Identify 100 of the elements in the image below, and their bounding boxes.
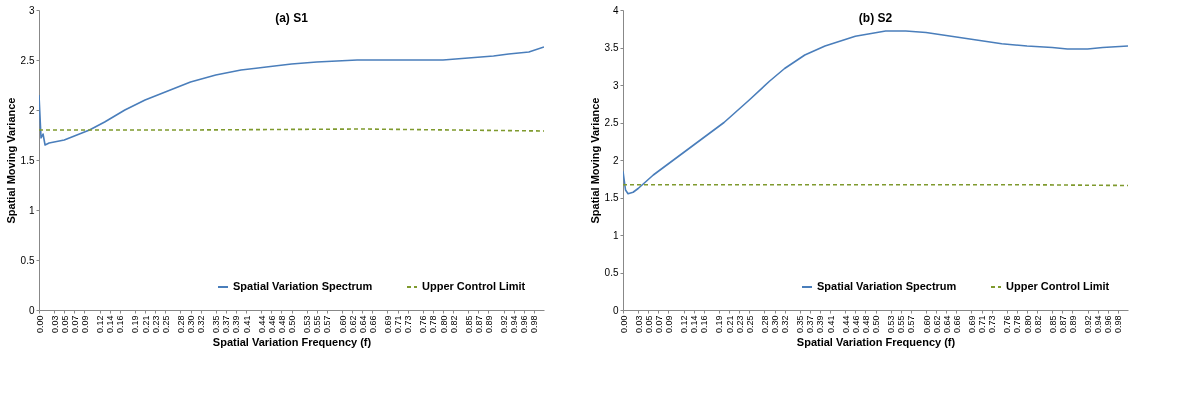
legend-label: Spatial Variation Spectrum — [233, 280, 373, 292]
x-tick-label: 0.09 — [79, 315, 90, 334]
x-tick-label: 0.64 — [357, 315, 368, 334]
x-tick-label: 0.37 — [221, 315, 232, 334]
x-tick-label: 0.03 — [633, 315, 644, 334]
x-tick-label: 0.09 — [663, 315, 674, 334]
x-tick-label: 0.21 — [724, 315, 735, 334]
x-tick-label: 0.37 — [805, 315, 816, 334]
y-axis-title: Spatial Moving Variance — [4, 97, 17, 224]
x-tick-label: 0.46 — [266, 315, 277, 334]
x-tick-label: 0.53 — [302, 315, 313, 334]
x-tick-label: 0.19 — [130, 315, 141, 334]
x-tick-label: 0.00 — [618, 315, 629, 334]
x-tick-label: 0.28 — [175, 315, 186, 334]
y-tick-label: 2.5 — [20, 54, 35, 66]
x-tick-label: 0.32 — [196, 315, 207, 334]
y-tick-label: 2 — [28, 104, 35, 116]
x-tick-label: 0.39 — [231, 315, 242, 334]
chart-title: (a) S1 — [275, 11, 309, 25]
x-tick-label: 0.98 — [529, 315, 540, 334]
y-axis-title: Spatial Moving Variance — [588, 97, 601, 224]
x-tick-label: 0.80 — [438, 315, 449, 334]
x-axis-title: Spatial Variation Frequency (f) — [796, 336, 956, 349]
x-tick-label: 0.57 — [906, 315, 917, 334]
x-tick-label: 0.44 — [840, 315, 851, 334]
x-tick-label: 0.23 — [734, 315, 745, 334]
x-tick-label: 0.71 — [393, 315, 404, 334]
x-tick-label: 0.05 — [643, 315, 654, 334]
x-tick-label: 0.62 — [347, 315, 358, 334]
y-tick-label: 1 — [612, 229, 619, 241]
y-tick-label: 1.5 — [604, 192, 619, 203]
x-tick-label: 0.30 — [186, 315, 196, 334]
chart-title: (b) S2 — [858, 11, 893, 25]
x-tick-label: 0.89 — [483, 315, 494, 334]
x-tick-label: 0.16 — [699, 315, 710, 334]
x-tick-label: 0.66 — [367, 315, 378, 334]
x-tick-label: 0.55 — [896, 315, 907, 334]
x-tick-label: 0.73 — [403, 315, 414, 334]
x-tick-label: 0.64 — [941, 315, 952, 334]
x-tick-label: 0.94 — [509, 315, 520, 334]
x-tick-label: 0.96 — [519, 315, 530, 334]
x-tick-label: 0.96 — [1103, 315, 1114, 334]
x-tick-label: 0.12 — [679, 315, 690, 334]
x-tick-label: 0.05 — [59, 315, 70, 334]
y-tick-label: 2 — [612, 154, 619, 166]
legend-label: Upper Control Limit — [422, 280, 526, 292]
x-tick-label: 0.00 — [34, 315, 45, 334]
y-tick-label: 0.5 — [604, 267, 619, 278]
x-tick-label: 0.78 — [1012, 315, 1023, 334]
y-tick-label: 1 — [28, 204, 35, 216]
x-tick-label: 0.32 — [780, 315, 791, 334]
x-tick-label: 0.78 — [428, 315, 439, 334]
x-tick-label: 0.14 — [689, 315, 700, 334]
x-tick-label: 0.12 — [95, 315, 106, 334]
x-tick-label: 0.46 — [850, 315, 861, 334]
x-tick-label: 0.50 — [287, 315, 297, 334]
x-tick-label: 0.21 — [140, 315, 151, 334]
y-tick-label: 0.5 — [20, 254, 35, 266]
x-tick-label: 0.87 — [473, 315, 484, 334]
x-tick-label: 0.69 — [382, 315, 393, 334]
line-series — [623, 30, 1128, 195]
x-tick-label: 0.85 — [463, 315, 474, 334]
x-tick-label: 0.53 — [886, 315, 897, 334]
x-tick-label: 0.48 — [860, 315, 871, 334]
x-tick-label: 0.82 — [1032, 315, 1043, 334]
y-tick-label: 1.5 — [20, 154, 35, 166]
y-tick-label: 3 — [28, 4, 35, 16]
x-tick-label: 0.62 — [931, 315, 942, 334]
x-tick-label: 0.35 — [795, 315, 806, 334]
x-tick-label: 0.60 — [337, 315, 348, 334]
x-tick-label: 0.71 — [977, 315, 988, 334]
x-tick-label: 0.55 — [312, 315, 323, 334]
x-tick-label: 0.07 — [653, 315, 664, 334]
x-tick-label: 0.87 — [1057, 315, 1068, 334]
legend-label: Spatial Variation Spectrum — [817, 280, 957, 292]
x-tick-label: 0.57 — [322, 315, 333, 334]
x-tick-label: 0.60 — [921, 315, 932, 334]
x-tick-label: 0.41 — [241, 315, 252, 334]
y-tick-label: 2.5 — [604, 117, 619, 128]
x-tick-label: 0.76 — [418, 315, 429, 334]
x-tick-label: 0.50 — [871, 315, 881, 334]
x-tick-label: 0.92 — [1083, 315, 1094, 334]
x-tick-label: 0.48 — [276, 315, 287, 334]
line-series — [39, 46, 544, 146]
x-tick-label: 0.03 — [49, 315, 60, 334]
y-tick-label: 4 — [612, 4, 619, 16]
x-tick-label: 0.39 — [815, 315, 826, 334]
y-tick-label: 0 — [28, 304, 35, 316]
x-tick-label: 0.76 — [1002, 315, 1013, 334]
x-tick-label: 0.92 — [499, 315, 510, 334]
x-tick-label: 0.25 — [744, 315, 755, 334]
x-tick-label: 0.85 — [1047, 315, 1058, 334]
x-tick-label: 0.23 — [150, 315, 161, 334]
x-tick-label: 0.69 — [966, 315, 977, 334]
y-tick-label: 0 — [612, 304, 619, 316]
x-tick-label: 0.44 — [256, 315, 267, 334]
x-tick-label: 0.35 — [211, 315, 222, 334]
x-axis-title: Spatial Variation Frequency (f) — [212, 336, 372, 349]
x-tick-label: 0.66 — [951, 315, 962, 334]
x-tick-label: 0.14 — [105, 315, 116, 334]
